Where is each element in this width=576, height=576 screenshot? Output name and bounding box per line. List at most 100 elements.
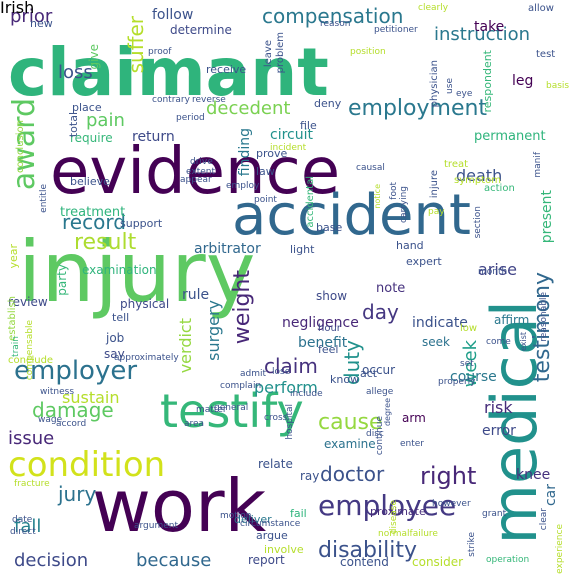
word: properly — [438, 377, 476, 387]
word: prior — [10, 6, 53, 27]
word: accidental — [305, 176, 316, 228]
word: day — [362, 300, 399, 324]
word: affirm — [494, 313, 530, 327]
word: injury — [18, 223, 256, 321]
word: pain — [86, 110, 125, 131]
word: testify — [160, 384, 304, 438]
word: reasonable — [539, 292, 549, 342]
word: evidence — [50, 135, 341, 209]
word: employment — [348, 96, 488, 121]
word: leg — [512, 73, 534, 89]
word: conclude — [8, 355, 54, 366]
word: degree — [383, 398, 392, 427]
word: result — [74, 230, 137, 255]
word: issue — [8, 428, 55, 449]
word: disc — [366, 429, 384, 439]
word: fracture — [14, 479, 50, 489]
word: review — [8, 295, 48, 309]
word: year — [7, 244, 20, 269]
word: risk — [484, 398, 513, 417]
word: law — [256, 165, 275, 178]
word: report — [248, 553, 285, 567]
word: work — [92, 464, 267, 548]
word: grant — [482, 509, 507, 519]
word: period — [176, 113, 205, 123]
word: notice — [373, 184, 382, 209]
word: verdict — [176, 318, 195, 374]
word: suffer — [124, 16, 148, 74]
word: deny — [314, 97, 342, 110]
word: Irish — [0, 0, 35, 17]
word: rule — [182, 287, 210, 303]
word: permanent — [474, 129, 546, 144]
word: extent — [186, 167, 216, 177]
word: conclusion — [15, 120, 26, 174]
word: treat — [444, 159, 469, 170]
word: car — [543, 484, 559, 507]
word: physician — [429, 60, 440, 108]
word: complain — [220, 381, 262, 391]
word: witness — [40, 387, 75, 397]
word: employ — [226, 181, 260, 191]
word: weight — [230, 270, 255, 345]
word: normalfailure — [378, 529, 438, 539]
word: arm — [402, 411, 426, 425]
word: incident — [270, 143, 307, 153]
word: hospital — [285, 404, 295, 440]
word: claim — [264, 354, 318, 378]
word: causal — [356, 163, 385, 173]
word: condition — [8, 445, 166, 485]
word: reason — [320, 19, 351, 29]
word: receive — [206, 63, 247, 76]
word: problem — [275, 32, 286, 74]
word: experience — [555, 524, 565, 574]
word: benefit — [298, 335, 348, 351]
word: arise — [478, 260, 518, 279]
word: enter — [400, 439, 425, 449]
word: motion — [220, 511, 252, 521]
word: basis — [546, 81, 570, 91]
word: party — [55, 264, 69, 296]
word: file — [300, 119, 317, 132]
word: surgery — [204, 300, 223, 361]
word: examine — [324, 437, 376, 451]
word: loss — [58, 62, 93, 83]
word: sustain — [62, 388, 120, 407]
word: strike — [467, 532, 477, 557]
word: reverse — [192, 95, 226, 105]
word: give — [87, 44, 101, 70]
word: tell — [112, 311, 130, 324]
word: foot — [389, 182, 399, 200]
word: consider — [412, 555, 464, 569]
word: admit — [240, 369, 267, 379]
word: finding — [237, 128, 253, 177]
word: jury — [58, 482, 97, 506]
word: know — [330, 373, 360, 386]
word: operation — [486, 555, 530, 565]
word: lose — [272, 367, 291, 377]
word: cross — [264, 413, 288, 423]
word: argument — [134, 521, 179, 531]
word: follow — [152, 7, 194, 23]
word: decedent — [206, 98, 291, 119]
word: direct — [10, 527, 36, 537]
word: low — [460, 323, 478, 334]
word: compensable — [25, 320, 35, 381]
word: indicate — [412, 315, 468, 331]
word: death — [456, 166, 503, 185]
word: clearly — [418, 3, 449, 13]
word: hand — [396, 239, 424, 252]
word: require — [70, 131, 113, 145]
word: feel — [318, 343, 339, 356]
word: support — [120, 217, 163, 230]
word: symptom — [454, 175, 501, 186]
word: say — [104, 347, 125, 361]
word: respondent — [481, 50, 494, 113]
word: contrary — [152, 95, 190, 105]
word: base — [316, 221, 343, 234]
word: cause — [318, 410, 383, 435]
word: seek — [422, 335, 450, 349]
word: exist — [519, 332, 528, 352]
word: allege — [366, 387, 394, 397]
word: instruction — [434, 24, 531, 45]
